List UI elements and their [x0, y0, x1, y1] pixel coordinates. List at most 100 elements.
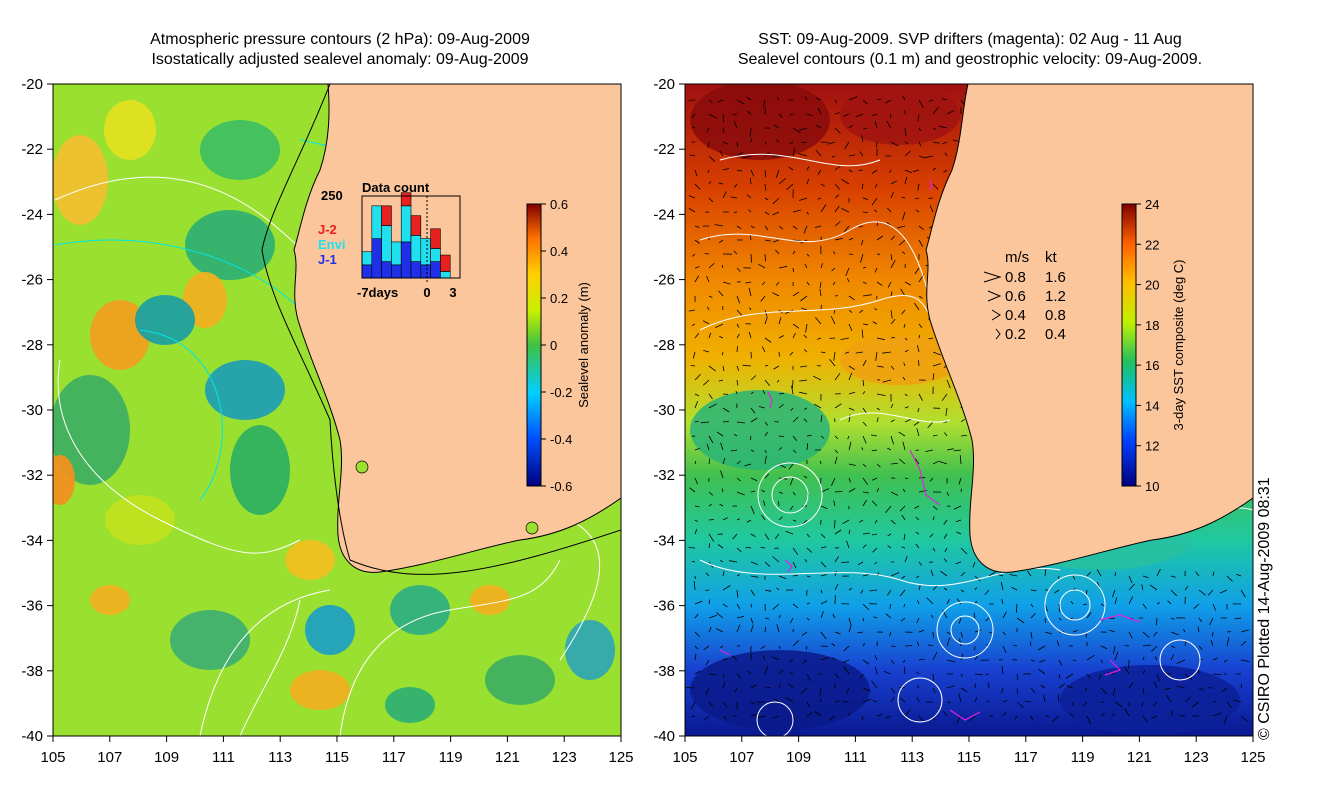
shelf-edge-line — [261, 84, 621, 575]
sla-blob — [230, 425, 290, 515]
velocity-key-kt-header: kt — [1045, 249, 1058, 266]
inset-bar-j1 — [381, 261, 392, 279]
sst-colorbar: 24 22 20 18 16 14 12 10 3-day SST composite (de… — [1121, 197, 1186, 494]
sla-blob — [105, 495, 175, 545]
sst-cb-tick-label: 18 — [1145, 318, 1159, 333]
sla-cb-tick-label: 0.6 — [550, 197, 568, 212]
sst-y-tick-label: -30 — [653, 402, 675, 419]
left-title: Atmospheric pressure contours (2 hPa): 0… — [30, 30, 650, 70]
velocity-key-ms-header: m/s — [1005, 249, 1029, 266]
velocity-vector-field — [685, 95, 1250, 725]
velocity-key-rows: 0.8 1.6 0.6 1.2 0.4 0.8 0.2 0.4 — [983, 269, 1066, 343]
sla-y-tick-label: -32 — [21, 467, 43, 484]
sla-blob — [53, 455, 75, 505]
velocity-key-arrow — [987, 290, 1002, 302]
sla-blob — [104, 100, 156, 160]
sst-y-tick-label: -32 — [653, 467, 675, 484]
sst-cb-tick-label: 20 — [1145, 278, 1159, 293]
sla-y-tick-label: -30 — [21, 402, 43, 419]
sla-blob — [53, 135, 108, 225]
velocity-key-kt: 0.4 — [1045, 326, 1066, 343]
velocity-key-ms: 0.6 — [1005, 288, 1026, 305]
sla-blob — [205, 360, 285, 420]
inset-legend-j1: J-1 — [318, 252, 337, 267]
velocity-key-kt: 1.2 — [1045, 288, 1066, 305]
sla-colorbar-ticks: 0.6 0.4 0.2 0 -0.2 -0.4 -0.6 — [541, 197, 572, 494]
sla-cb-tick-label: 0.2 — [550, 291, 568, 306]
sla-x-tick-label: 121 — [495, 749, 520, 766]
sst-cb-tick-label: 22 — [1145, 237, 1159, 252]
sst-cb-tick-label: 14 — [1145, 398, 1159, 413]
sla-x-tick-label: 123 — [552, 749, 577, 766]
sla-y-tick-label: -40 — [21, 728, 43, 745]
right-title: SST: 09-Aug-2009. SVP drifters (magenta)… — [650, 30, 1290, 70]
left-title-line1: Atmospheric pressure contours (2 hPa): 0… — [150, 31, 530, 48]
sst-colorbar-ramp — [1121, 203, 1137, 487]
sst-patch — [690, 650, 870, 730]
inset-bar-envi — [361, 251, 373, 266]
right-title-line1: SST: 09-Aug-2009. SVP drifters (magenta)… — [758, 31, 1182, 48]
sla-x-tick-label: 117 — [382, 749, 406, 766]
right-title-line2: Sealevel contours (0.1 m) and geostrophi… — [737, 51, 1203, 68]
svp-drifter-tracks — [719, 179, 1141, 721]
sla-blob — [185, 210, 275, 280]
sst-x-tick-label: 109 — [786, 749, 811, 766]
inset-bar-envi — [420, 238, 431, 266]
left-title-line2: Isostatically adjusted sealevel anomaly:… — [151, 51, 529, 68]
inset-bar-j1 — [391, 264, 402, 279]
australia-land — [293, 84, 621, 573]
geostrophic-vectors — [685, 95, 1250, 725]
inset-bar-j1 — [410, 261, 422, 279]
sst-colorbar-ticks: 24 22 20 18 16 14 12 10 — [1136, 197, 1159, 494]
sla-anomaly-blobs — [53, 100, 615, 723]
inset-bar-j2 — [410, 215, 422, 236]
sst-y-tick-label: -40 — [653, 728, 675, 745]
sst-x-tick-label: 119 — [1071, 749, 1095, 766]
sst-axes: 105 107 109 111 113 115 117 119 121 123 125 -20 -22 -… — [653, 76, 1265, 766]
inset-bar-envi — [440, 271, 451, 279]
inset-legend-j2: J-2 — [318, 222, 337, 237]
sst-y-tick-label: -34 — [653, 532, 675, 549]
sst-cb-tick-label: 24 — [1145, 197, 1159, 212]
sla-blob — [485, 655, 555, 705]
inset-bar-envi — [400, 205, 412, 243]
velocity-key-ms: 0.8 — [1005, 269, 1026, 286]
sla-cb-tick-label: -0.6 — [550, 479, 572, 494]
sla-colorbar-label: Sealevel anomaly (m) — [576, 282, 591, 408]
velocity-key-arrow — [983, 271, 1002, 283]
sla-blob — [305, 605, 355, 655]
sla-y-tick-label: -20 — [21, 76, 43, 93]
sla-colorbar-ramp — [526, 203, 542, 487]
inset-ymax-label: 250 — [321, 188, 343, 203]
sla-blob — [170, 610, 250, 670]
sla-blob — [90, 300, 150, 370]
sla-y-tick-label: -38 — [21, 663, 43, 680]
sla-y-tick-label: -36 — [21, 598, 43, 615]
sla-x-tick-label: 107 — [97, 749, 122, 766]
sst-map — [685, 84, 1253, 736]
sla-y-tick-label: -22 — [21, 141, 43, 158]
sst-x-tick-label: 117 — [1014, 749, 1038, 766]
inset-bar-j1 — [430, 261, 441, 279]
sst-cb-tick-label: 12 — [1145, 439, 1159, 454]
sst-x-tick-label: 115 — [957, 749, 981, 766]
sla-cb-tick-label: -0.4 — [550, 432, 572, 447]
sst-x-tick-label: 107 — [729, 749, 754, 766]
sst-y-tick-label: -22 — [653, 141, 675, 158]
sst-patch — [840, 335, 960, 385]
australia-land — [925, 84, 1253, 573]
island — [525, 521, 539, 535]
sla-blob — [390, 585, 450, 635]
inset-bar-envi — [391, 241, 402, 266]
sst-cb-tick-label: 10 — [1145, 479, 1159, 494]
sst-y-tick-label: -36 — [653, 598, 675, 615]
inset-title: Data count — [362, 180, 430, 195]
inset-bar-envi — [371, 205, 382, 239]
inset-bar-j2 — [381, 205, 392, 226]
inset-x-label: -7days — [357, 285, 398, 300]
sla-blob — [90, 585, 130, 615]
inset-bar-envi — [430, 248, 441, 262]
sst-x-tick-label: 105 — [672, 749, 697, 766]
